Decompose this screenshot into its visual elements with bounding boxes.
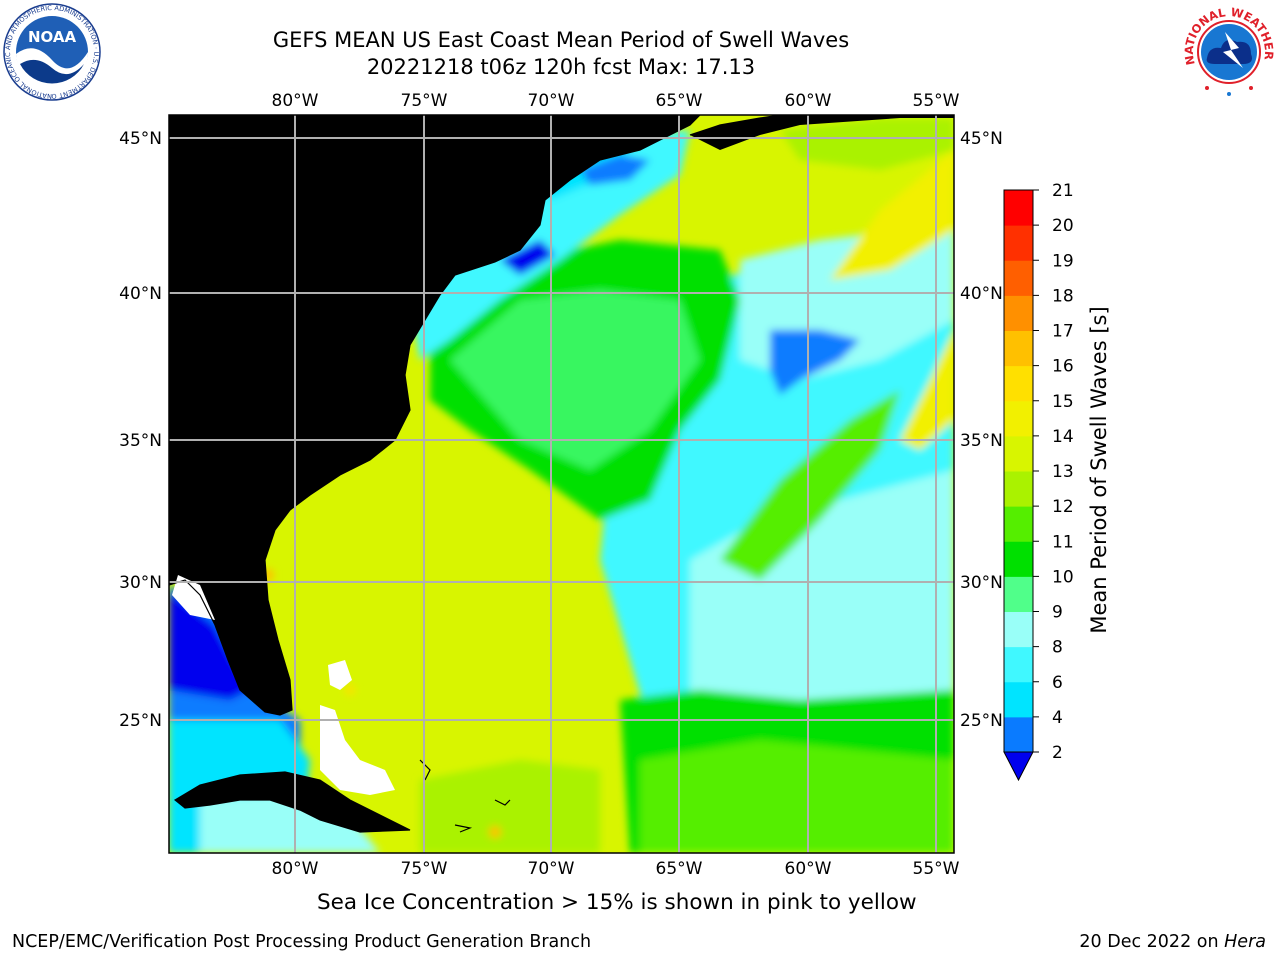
- lon-label-top: 60°W: [785, 91, 832, 111]
- colorbar-tick-label: 19: [1052, 251, 1074, 271]
- credit-line: NCEP/EMC/Verification Post Processing Pr…: [12, 932, 592, 952]
- colorbar-tick-label: 6: [1052, 673, 1063, 693]
- chart-subtitle: 20221218 t06z 120h fcst Max: 17.13: [366, 55, 756, 79]
- lat-label-right: 30°N: [960, 573, 1003, 593]
- lon-label-bottom: 70°W: [528, 859, 575, 879]
- lat-label-left: 35°N: [119, 431, 162, 451]
- graticule: [169, 115, 954, 853]
- colorbar-bin: [1004, 506, 1033, 542]
- colorbar-tick-label: 4: [1052, 708, 1063, 728]
- lon-label-bottom: 80°W: [272, 859, 319, 879]
- noaa-logo: NATIONAL OCEANIC AND ATMOSPHERIC ADMINIS…: [0, 2, 101, 101]
- colorbar-tick-label: 20: [1052, 216, 1074, 236]
- colorbar-bin: [1004, 716, 1033, 753]
- date-text: 20 Dec 2022 on: [1079, 932, 1219, 952]
- nws-logo: NATIONAL WEATHER SERVICE: [1177, 2, 1276, 99]
- colorbar-bin: [1004, 400, 1033, 437]
- land-mass: [169, 115, 954, 832]
- lon-label-bottom: 60°W: [785, 859, 832, 879]
- lat-label-left: 30°N: [119, 573, 162, 593]
- colorbar-tick-label: 2: [1052, 743, 1063, 763]
- colorbar-tick-label: 11: [1052, 532, 1074, 552]
- lat-label-left: 45°N: [119, 129, 162, 149]
- colorbar-extend-triangle: [1003, 751, 1034, 782]
- lat-label-right: 35°N: [960, 431, 1003, 451]
- noaa-logo-text: NOAA: [28, 28, 77, 46]
- colorbar-tick-label: 9: [1052, 603, 1063, 623]
- colorbar: 2 4 6 8 9 10 11 12 13 14 15 16 17 18 19 20 21: [1003, 181, 1074, 782]
- colorbar-bin: [1004, 611, 1033, 648]
- lat-label-right: 25°N: [960, 711, 1003, 731]
- lat-label-right: 45°N: [960, 129, 1003, 149]
- lon-label-bottom: 55°W: [913, 859, 960, 879]
- colorbar-bin: [1004, 225, 1033, 261]
- colorbar-bin: [1004, 190, 1033, 226]
- colorbar-bin: [1004, 646, 1033, 683]
- colorbar-tick-label: 14: [1052, 427, 1074, 447]
- coastline: [169, 115, 781, 833]
- ice-caption: Sea Ice Concentration > 15% is shown in …: [317, 890, 917, 915]
- colorbar-label: Mean Period of Swell Waves [s]: [1087, 306, 1111, 633]
- host-name: Hera: [1224, 932, 1266, 952]
- colorbar-tick-label: 17: [1052, 322, 1074, 342]
- colorbar-tick-label: 18: [1052, 286, 1074, 306]
- colorbar-bin: [1004, 365, 1033, 402]
- colorbar-tick-label: 10: [1052, 567, 1074, 587]
- colorbar-bin: [1004, 576, 1033, 612]
- colorbar-tick-label: 15: [1052, 392, 1074, 412]
- lon-label-top: 70°W: [528, 91, 575, 111]
- colorbar-tick-label: 16: [1052, 357, 1074, 377]
- colorbar-tick-label: 13: [1052, 462, 1074, 482]
- lat-label-left: 40°N: [119, 284, 162, 304]
- lon-label-bottom: 65°W: [656, 859, 703, 879]
- lat-label-right: 40°N: [960, 284, 1003, 304]
- colorbar-tick-label: 21: [1052, 181, 1074, 201]
- swell-period-field: [169, 115, 954, 853]
- colorbar-bin: [1004, 330, 1033, 367]
- lon-label-top: 75°W: [401, 91, 448, 111]
- lat-label-left: 25°N: [119, 711, 162, 731]
- lon-label-top: 80°W: [272, 91, 319, 111]
- chart-title: GEFS MEAN US East Coast Mean Period of S…: [272, 28, 850, 52]
- colorbar-tick-label: 8: [1052, 638, 1063, 658]
- colorbar-tick-label: 12: [1052, 497, 1074, 517]
- lon-label-bottom: 75°W: [401, 859, 448, 879]
- colorbar-bin: [1004, 541, 1033, 577]
- colorbar-bin: [1004, 471, 1033, 507]
- colorbar-bin: [1004, 295, 1033, 331]
- lon-label-top: 55°W: [913, 91, 960, 111]
- colorbar-bin: [1004, 260, 1033, 296]
- date-stamp: 20 Dec 2022 on Hera: [1079, 932, 1266, 952]
- map-frame: [168, 114, 955, 854]
- colorbar-bin: [1004, 681, 1033, 718]
- lon-label-top: 65°W: [656, 91, 703, 111]
- colorbar-bin: [1004, 435, 1033, 472]
